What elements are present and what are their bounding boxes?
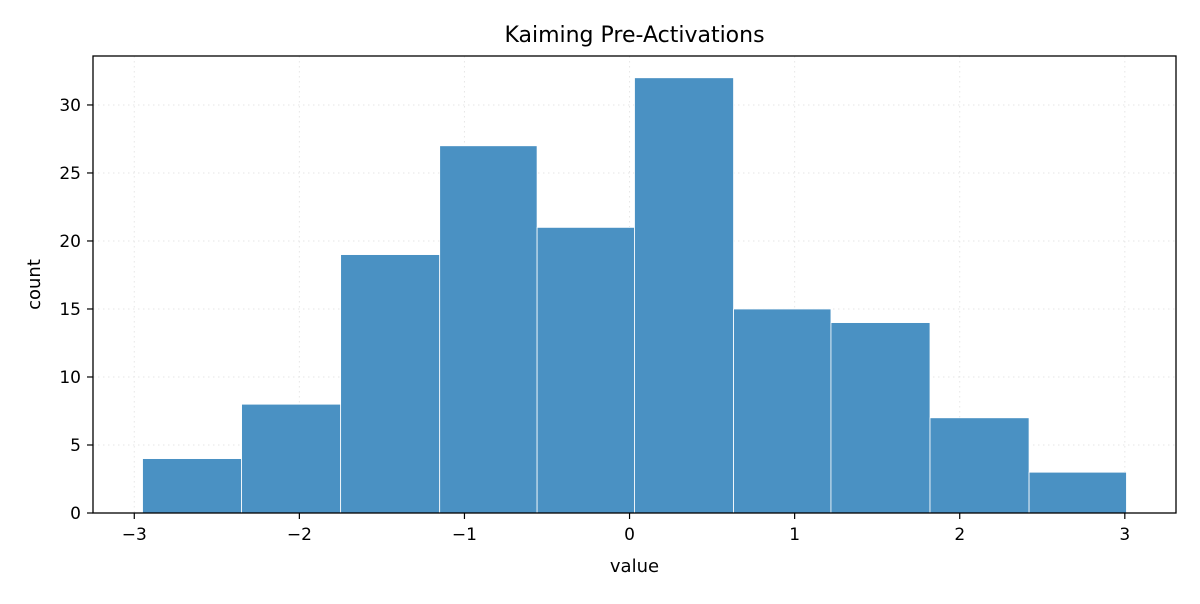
histogram-bar <box>830 322 931 514</box>
plot-frame <box>92 55 1177 514</box>
x-axis-ticks: −3 −2 −1 0 1 2 3 <box>122 513 1130 545</box>
histogram-bar <box>733 308 832 514</box>
x-tick-label: 1 <box>789 525 800 545</box>
histogram-bar <box>439 145 538 514</box>
histogram-bar <box>1028 471 1127 514</box>
x-tick-label: 2 <box>954 525 965 545</box>
histogram-bars <box>142 77 1127 514</box>
histogram-bar <box>634 77 734 514</box>
x-axis-label: value <box>610 556 659 577</box>
y-tick-label: 5 <box>70 436 81 456</box>
y-tick-label: 10 <box>59 368 81 388</box>
histogram-bar <box>142 458 242 514</box>
x-tick-label: −2 <box>287 525 312 545</box>
chart-title: Kaiming Pre-Activations <box>504 23 764 48</box>
y-axis-label: count <box>24 259 45 310</box>
y-tick-label: 0 <box>70 504 81 524</box>
y-tick-label: 30 <box>59 96 81 116</box>
x-tick-label: −1 <box>452 525 477 545</box>
y-tick-label: 15 <box>59 300 81 320</box>
x-tick-label: 3 <box>1119 525 1130 545</box>
histogram-bar <box>929 417 1030 514</box>
y-axis-ticks: 0 5 10 15 20 25 30 <box>59 96 93 524</box>
x-tick-label: −3 <box>122 525 147 545</box>
y-tick-label: 20 <box>59 232 81 252</box>
histogram-bar <box>241 403 342 514</box>
x-tick-label: 0 <box>624 525 635 545</box>
histogram-bar <box>536 226 635 514</box>
histogram-bar <box>340 254 441 514</box>
y-tick-label: 25 <box>59 164 81 184</box>
